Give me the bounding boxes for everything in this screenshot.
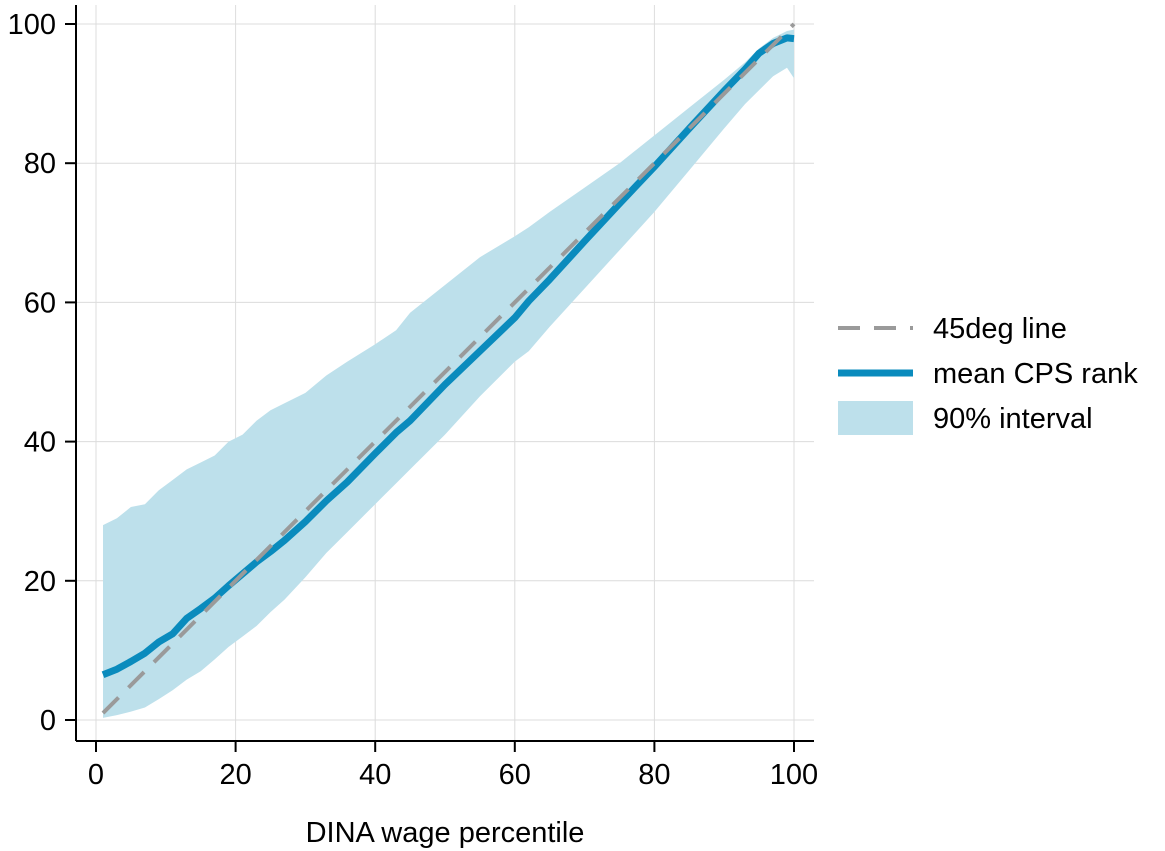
legend-label: 90% interval [933, 403, 1093, 435]
y-tick-label: 60 [24, 287, 56, 319]
y-tick-label: 20 [24, 566, 56, 598]
grid-lines [76, 5, 814, 741]
y-tick-label: 40 [24, 427, 56, 459]
legend-item-mean-cps-rank: mean CPS rank [838, 358, 1138, 390]
x-tick-label: 0 [88, 759, 104, 791]
y-tick-label: 100 [8, 9, 56, 41]
legend-label: 45deg line [933, 313, 1067, 345]
x-tick-label: 40 [359, 759, 391, 791]
y-tick-label: 80 [24, 148, 56, 180]
x-axis-title: DINA wage percentile [306, 817, 585, 849]
y-tick-label: 0 [40, 705, 56, 737]
x-tick-label: 100 [770, 759, 818, 791]
legend-item-90-interval: 90% interval [838, 401, 1093, 435]
legend: 45deg line mean CPS rank 90% interval [838, 313, 1138, 435]
x-tick-label: 20 [219, 759, 251, 791]
interval-band [103, 29, 794, 718]
legend-label: mean CPS rank [933, 358, 1138, 390]
legend-item-45deg-line: 45deg line [838, 313, 1067, 345]
x-tick-label: 80 [638, 759, 670, 791]
x-tick-label: 60 [499, 759, 531, 791]
legend-band-swatch [838, 401, 913, 435]
reference-45deg-line [101, 22, 796, 715]
axes: 0 20 40 60 80 100 0 20 40 60 80 100 [8, 5, 818, 791]
